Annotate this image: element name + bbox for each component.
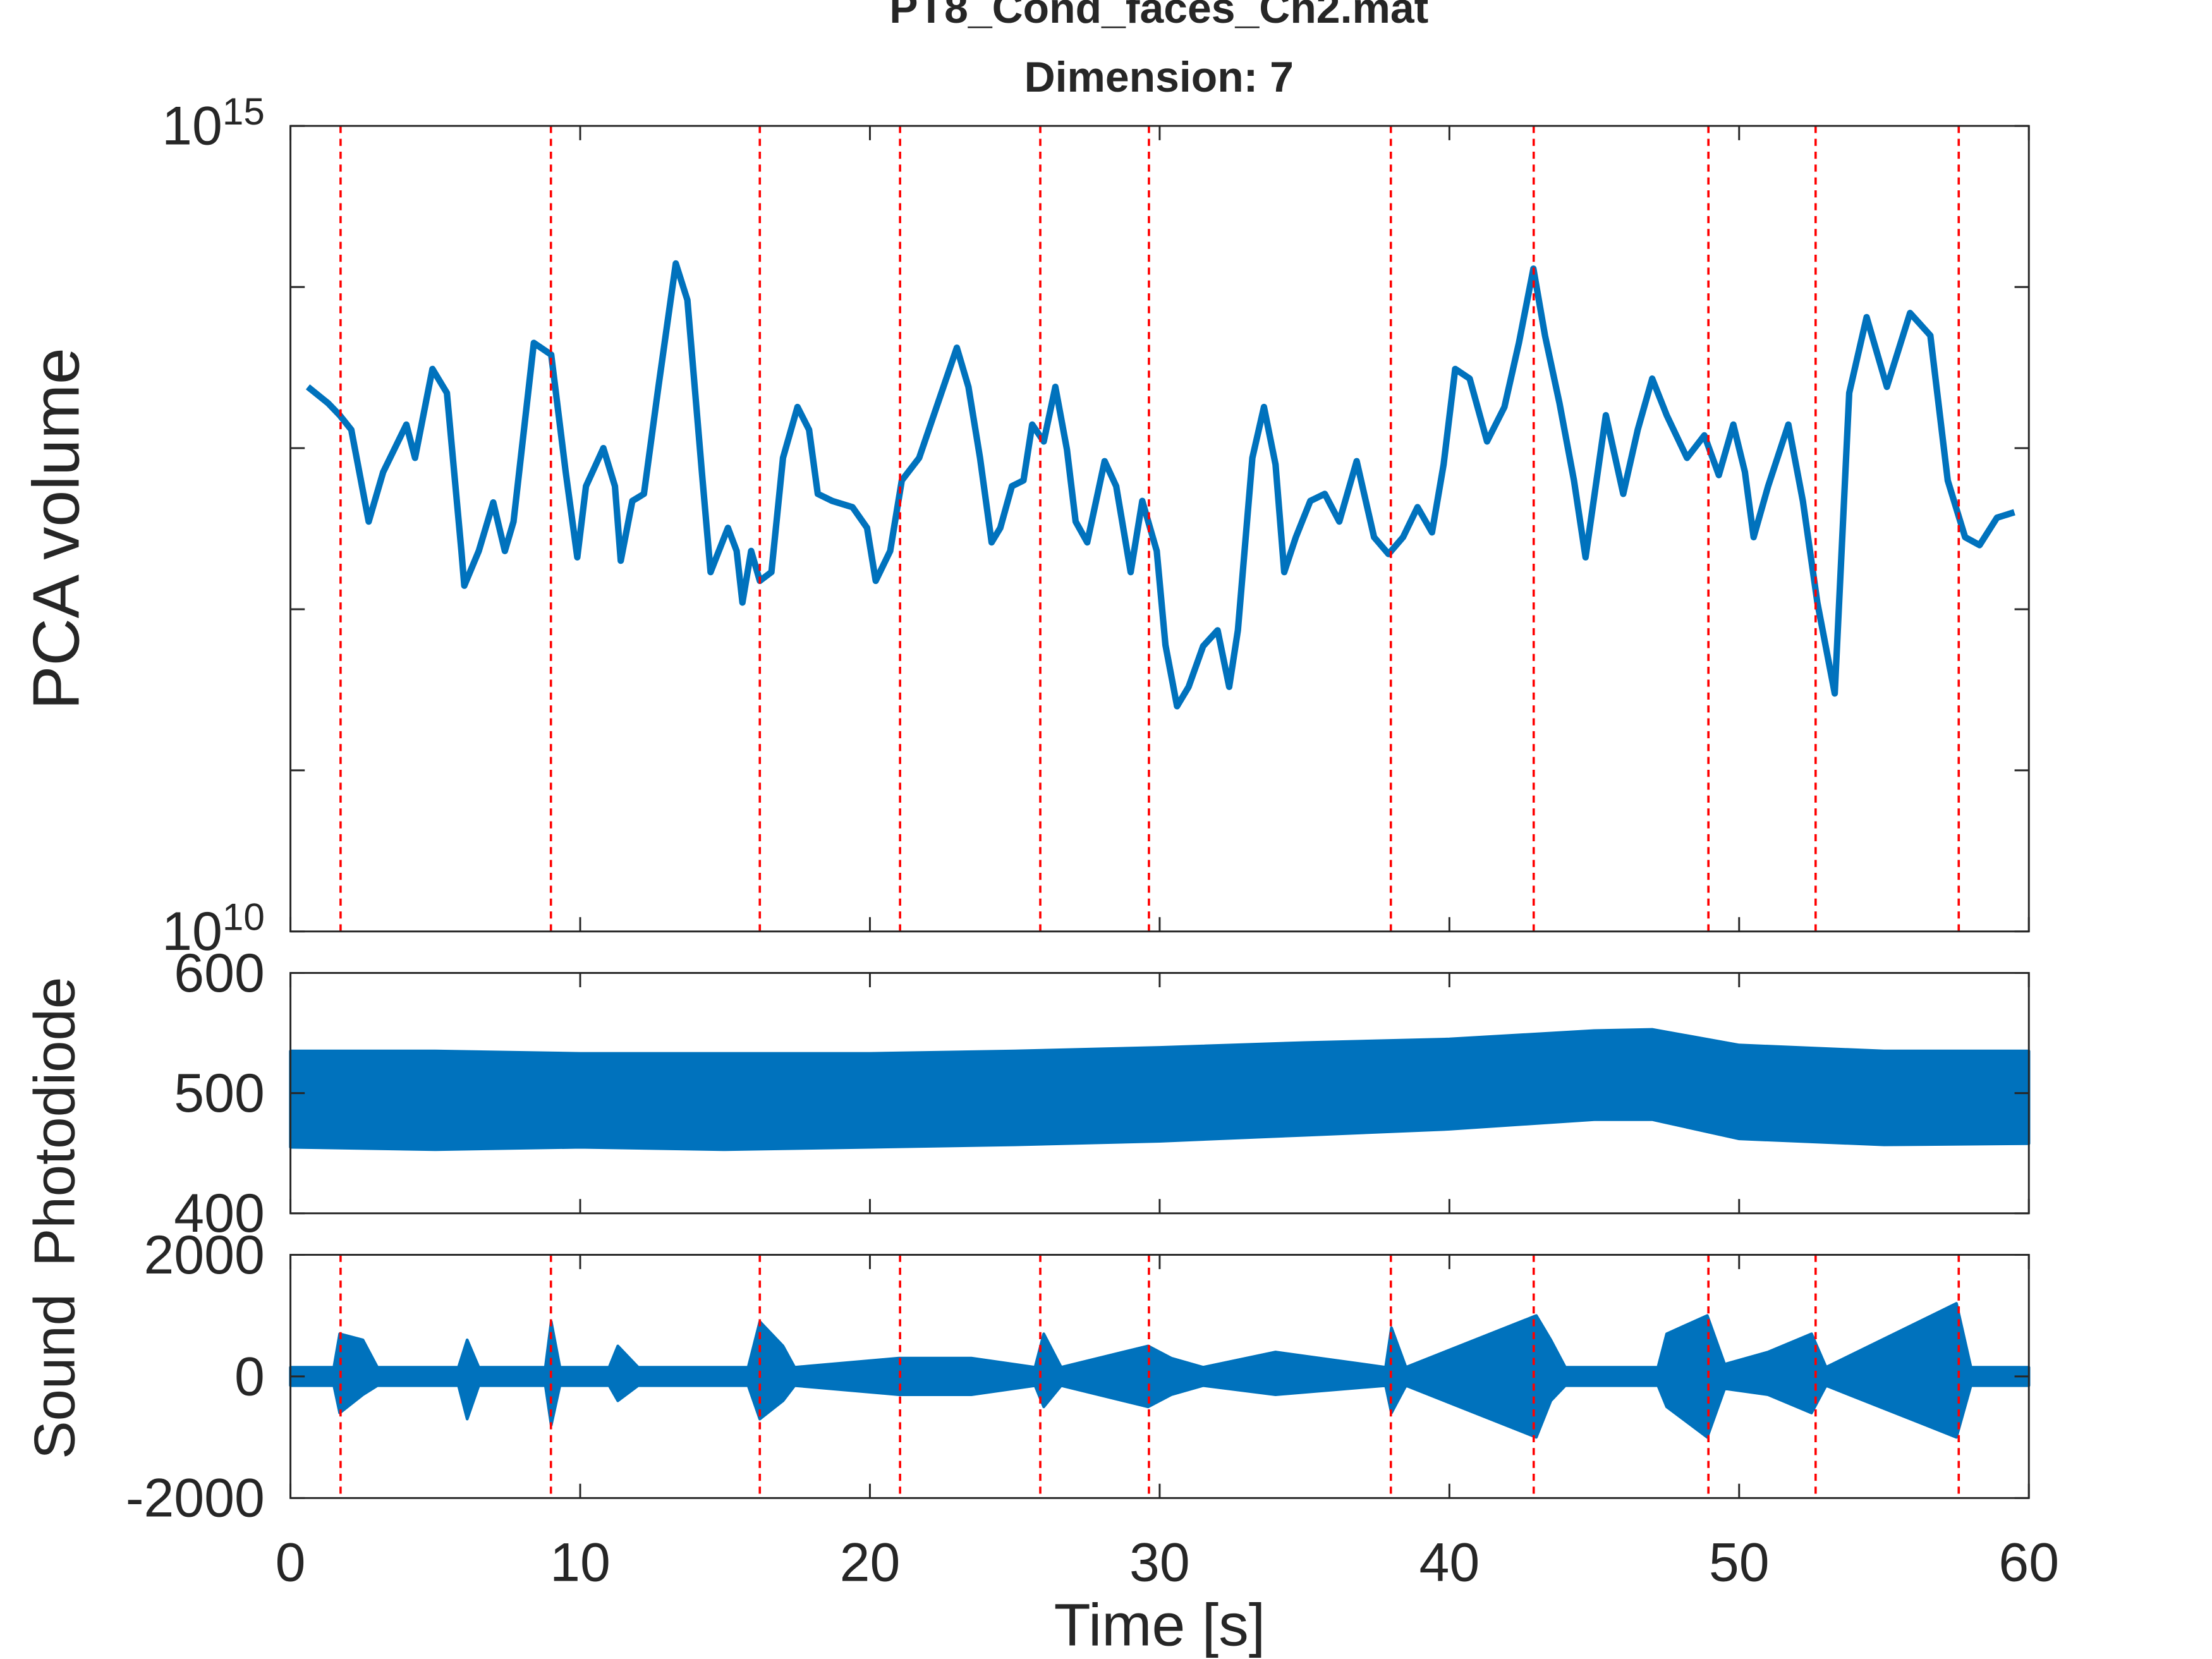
y-tick-label: 500: [174, 1063, 265, 1124]
x-tick-label: 10: [550, 1533, 611, 1593]
x-tick-label: 30: [1129, 1533, 1190, 1593]
x-tick-label: 50: [1709, 1533, 1770, 1593]
y-axis-label: Sound: [23, 1294, 87, 1459]
data-line: [305, 260, 2015, 710]
y-axis-label: PCA volume: [20, 348, 94, 710]
x-axis-label: Time [s]: [1054, 1591, 1266, 1658]
y-tick-label: 600: [174, 943, 265, 1004]
y-tick-label: 1015: [162, 90, 265, 157]
y-axis-label: Photodiode: [23, 977, 87, 1267]
signal-band: [289, 1028, 2031, 1152]
y-tick-label: 2000: [143, 1225, 264, 1285]
chart-subtitle: Dimension: 7: [1024, 54, 1294, 101]
chart-title: PT8_Cond_faces_Ch2.mat: [889, 0, 1428, 32]
x-tick-label: 60: [1998, 1533, 2059, 1593]
x-tick-label: 20: [840, 1533, 901, 1593]
y-tick-label: 1010: [162, 896, 265, 963]
y-tick-label: -2000: [126, 1468, 265, 1529]
y-tick-label: 0: [234, 1346, 265, 1407]
x-tick-label: 0: [276, 1533, 306, 1593]
x-tick-label: 40: [1419, 1533, 1480, 1593]
y-tick-label: 400: [174, 1183, 265, 1244]
